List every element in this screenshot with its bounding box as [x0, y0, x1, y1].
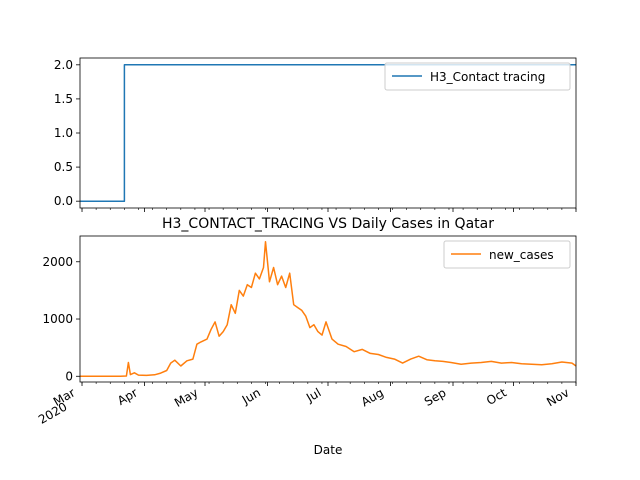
series-line-new-cases	[80, 240, 577, 378]
contact-tracing-y-ticks: 0.0 0.5 1.0 1.5 2.0	[54, 58, 80, 208]
contact-tracing-frame	[79, 57, 577, 209]
daily-cases-frame	[79, 235, 577, 383]
contact-tracing-legend: H3_Contact tracing	[384, 62, 571, 91]
y-tick-label: 0.5	[54, 160, 73, 174]
daily-cases-y-ticks: 0 1000 2000	[42, 255, 80, 383]
legend-label-contact-tracing: H3_Contact tracing	[430, 70, 545, 84]
contact-tracing-panel: 0.0 0.5 1.0 1.5 2.0 H3_Contact tracing	[54, 57, 577, 212]
chart-title: H3_CONTACT_TRACING VS Daily Cases in Qat…	[162, 216, 494, 232]
legend-label-new-cases: new_cases	[489, 248, 554, 262]
y-tick-label: 1000	[42, 312, 73, 326]
legend-box	[443, 240, 571, 269]
x-tick-label-jul: Jul	[303, 385, 323, 405]
y-tick-label: 2000	[42, 255, 73, 269]
daily-cases-legend: new_cases	[443, 240, 571, 269]
y-tick-label: 1.0	[54, 126, 73, 140]
y-tick-label: 1.5	[54, 92, 73, 106]
y-tick-label: 0	[65, 369, 73, 383]
x-axis-label: Date	[314, 443, 343, 457]
y-tick-label: 2.0	[54, 58, 73, 72]
daily-cases-series	[80, 240, 577, 378]
y-tick-label: 0.0	[54, 194, 73, 208]
legend-box	[384, 62, 571, 91]
